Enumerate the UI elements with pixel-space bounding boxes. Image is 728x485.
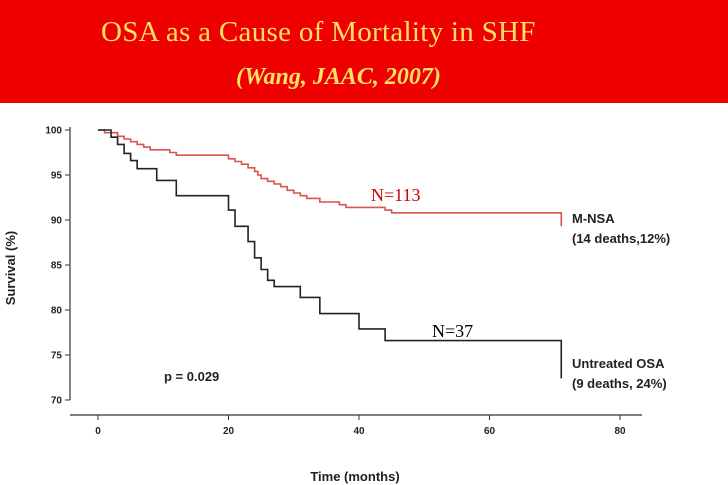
y-tick-label: 90 [51,216,63,227]
chart-labels: Survival (%) Time (months) p = 0.029 M-N… [3,185,670,484]
survival-chart: 70 75 80 85 90 95 100 0 20 40 60 80 Survival (%) Ti… [3,126,670,485]
mnsa-legend-line2: (14 deaths,12%) [572,231,670,246]
osa-n-label: N=37 [432,321,473,341]
y-tick-label: 70 [51,396,63,407]
y-tick-label: 95 [51,171,63,182]
slide-title: OSA as a Cause of Mortality in SHF [101,16,536,48]
series-line-mnsa [98,129,563,227]
x-tick-label: 80 [614,426,626,437]
osa-legend-line1: Untreated OSA [572,356,665,371]
x-tick-label: 40 [353,426,365,437]
y-tick-label: 80 [51,306,63,317]
chart-axes [69,127,642,416]
y-axis-label: Survival (%) [3,231,18,305]
osa-legend-line2: (9 deaths, 24%) [572,376,667,391]
x-tick-label: 60 [484,426,496,437]
chart-ticks: 70 75 80 85 90 95 100 0 20 40 60 80 [45,126,626,438]
p-value-annotation: p = 0.029 [164,369,219,384]
x-tick-label: 0 [95,426,101,437]
x-axis-label: Time (months) [310,469,399,484]
series-line-untreated-osa [98,129,563,379]
chart-series [98,129,563,379]
y-tick-label: 75 [51,351,63,362]
y-tick-label: 85 [51,261,63,272]
mnsa-n-label: N=113 [371,185,420,205]
title-bar: OSA as a Cause of Mortality in SHF (Wang… [0,0,728,103]
y-tick-label: 100 [45,126,62,137]
x-tick-label: 20 [223,426,235,437]
slide-subtitle: (Wang, JAAC, 2007) [236,64,441,90]
mnsa-legend-line1: M-NSA [572,211,615,226]
